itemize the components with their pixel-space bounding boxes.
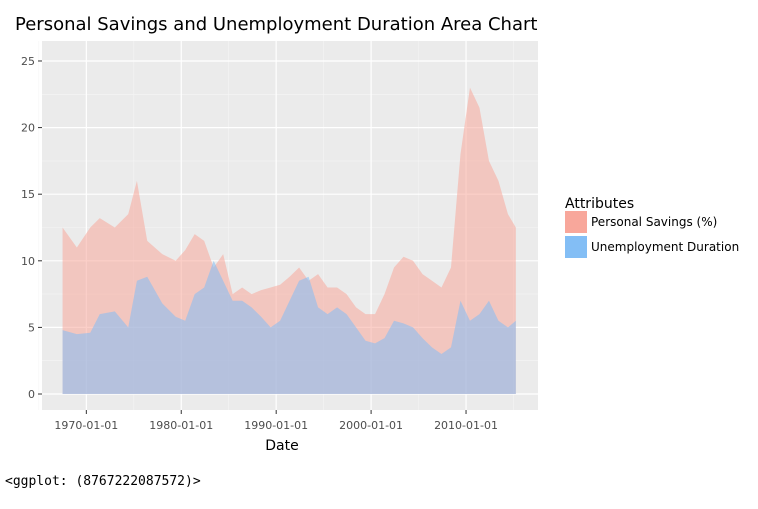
ggplot-repr-text: <ggplot: (8767222087572)> (5, 474, 201, 489)
y-tick-label: 15 (21, 188, 35, 201)
y-axis: 0 5 10 15 20 25 (21, 55, 42, 401)
legend-title: Attributes (565, 196, 634, 212)
legend-key (565, 236, 587, 258)
x-tick-label: 1970-01-01 (54, 419, 118, 432)
x-tick-label: 2000-01-01 (339, 419, 403, 432)
x-axis: 1970-01-01 1980-01-01 1990-01-01 2000-01-01… (54, 410, 498, 432)
x-tick-label: 1980-01-01 (149, 419, 213, 432)
y-tick-label: 20 (21, 122, 35, 135)
y-tick-label: 5 (28, 321, 35, 334)
area-unemployment-duration (62, 260, 516, 395)
y-tick-label: 25 (21, 55, 35, 68)
chart-title: Personal Savings and Unemployment Durati… (15, 14, 537, 35)
x-tick-label: 2010-01-01 (434, 419, 498, 432)
legend-key (565, 211, 587, 233)
x-axis-title: Date (265, 438, 298, 454)
y-tick-label: 0 (28, 388, 35, 401)
x-tick-label: 1990-01-01 (244, 419, 308, 432)
legend: Attributes Personal Savings (%) Unemploym… (565, 196, 739, 258)
area-series (62, 87, 516, 395)
y-tick-label: 10 (21, 255, 35, 268)
legend-label: Unemployment Duration (591, 240, 739, 254)
legend-label: Personal Savings (%) (591, 215, 717, 229)
